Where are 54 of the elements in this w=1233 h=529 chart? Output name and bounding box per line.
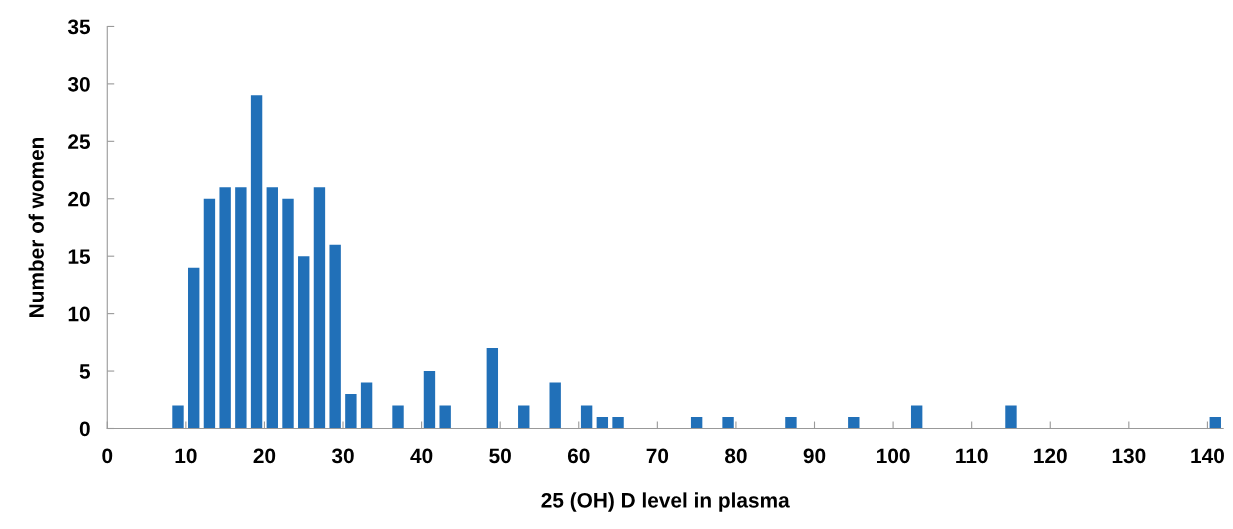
bar — [313, 187, 326, 429]
x-axis-title: 25 (OH) D level in plasma — [541, 492, 790, 512]
y-tick-label: 20 — [68, 191, 90, 207]
x-tick-label: 40 — [410, 448, 433, 464]
x-tick-label: 120 — [1034, 448, 1067, 464]
bar — [392, 405, 404, 429]
bar — [282, 198, 294, 429]
x-tick-label: 140 — [1191, 448, 1224, 464]
bar — [612, 417, 624, 429]
y-tick-label: 5 — [79, 364, 91, 379]
y-tick-label: 0 — [79, 421, 90, 437]
bar — [266, 187, 278, 429]
x-tick-label: 20 — [253, 448, 276, 464]
bar — [910, 405, 923, 429]
x-tick-label: 80 — [725, 448, 747, 464]
x-tick-label: 30 — [331, 448, 354, 464]
bar — [250, 95, 263, 429]
bar — [188, 267, 200, 429]
x-tick-label: 110 — [956, 448, 988, 464]
x-tick-label: 130 — [1112, 448, 1146, 464]
x-tick-label: 50 — [489, 448, 511, 464]
y-tick-label: 35 — [67, 19, 91, 35]
bar — [722, 417, 734, 429]
bar — [549, 382, 561, 429]
y-tick-label: 10 — [68, 306, 90, 322]
bar — [345, 394, 357, 429]
bar — [580, 405, 593, 429]
bar — [785, 417, 797, 429]
x-tick-label: 0 — [102, 448, 113, 464]
bar — [439, 405, 451, 429]
y-tick-label: 30 — [67, 76, 90, 92]
bar — [329, 244, 341, 429]
bar — [518, 405, 530, 429]
bar — [360, 382, 373, 429]
bar — [235, 187, 247, 429]
bar — [203, 198, 216, 429]
x-tick-label: 60 — [567, 448, 590, 464]
x-tick-label: 10 — [175, 448, 197, 464]
bar — [298, 256, 310, 429]
bar — [848, 417, 860, 429]
bar — [1209, 417, 1221, 429]
bar — [596, 417, 609, 429]
bar — [172, 405, 184, 429]
bar — [423, 371, 436, 429]
y-tick-label: 25 — [68, 134, 91, 150]
y-axis-title: Number of women — [28, 137, 44, 317]
bar — [690, 417, 703, 429]
x-tick-label: 70 — [646, 448, 669, 464]
x-tick-label: 100 — [877, 448, 910, 464]
y-tick-label: 15 — [68, 249, 91, 264]
bar — [1005, 405, 1017, 429]
bar — [219, 187, 231, 429]
x-tick-label: 90 — [803, 448, 826, 464]
bar — [486, 348, 499, 429]
